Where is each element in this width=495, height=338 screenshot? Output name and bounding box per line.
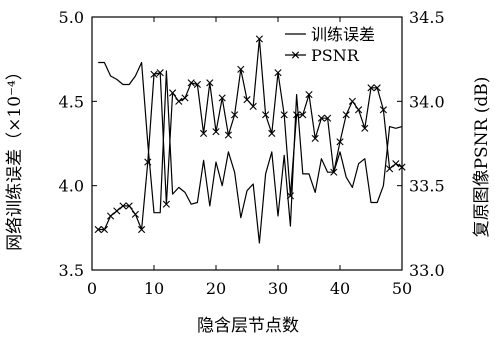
psnr-point [237, 65, 245, 73]
psnr-point [317, 114, 325, 122]
psnr-point [156, 69, 164, 77]
legend: 训练误差 PSNR [285, 25, 375, 65]
psnr-point [299, 111, 307, 119]
left-y-tick-label: 4.0 [59, 177, 84, 196]
psnr-point [274, 69, 282, 77]
x-tick-label: 0 [87, 279, 97, 298]
x-axis-label: 隐含层节点数 [197, 316, 299, 336]
psnr-point [113, 207, 121, 215]
left-y-tick-label: 5.0 [59, 8, 84, 27]
psnr-point [100, 225, 108, 234]
psnr-point [255, 35, 263, 43]
right-y-axis-label: 复原图像PSNR (dB) [472, 77, 492, 238]
right-y-tick-label: 33.0 [409, 261, 445, 280]
tick-marks [91, 16, 403, 271]
psnr-point [361, 124, 369, 132]
psnr-point [150, 70, 158, 78]
psnr-point [224, 131, 232, 139]
legend-x-marker [291, 51, 300, 59]
psnr-point [280, 111, 288, 119]
psnr-point [119, 202, 127, 210]
psnr-point [373, 84, 381, 92]
legend-label-psnr: PSNR [311, 46, 360, 65]
psnr-point [330, 168, 338, 176]
axes [91, 16, 403, 271]
psnr-point [107, 212, 115, 220]
psnr-point [293, 111, 301, 119]
psnr-point [262, 111, 270, 119]
legend-label-training-error: 训练误差 [311, 25, 375, 44]
psnr-point [181, 94, 189, 102]
psnr-point [305, 90, 313, 99]
psnr-point [175, 97, 183, 105]
psnr-markers [94, 35, 406, 234]
psnr-point [336, 138, 344, 146]
left-y-tick-label: 3.5 [59, 261, 84, 280]
psnr-point [200, 129, 208, 137]
psnr-point [379, 106, 387, 114]
x-tick-label: 50 [392, 279, 412, 298]
series-line-training-error [98, 61, 403, 244]
psnr-point [249, 102, 257, 110]
psnr-point [187, 79, 195, 87]
psnr-point [311, 134, 319, 143]
psnr-point [94, 225, 102, 234]
x-tick-label: 30 [268, 279, 288, 298]
psnr-point [268, 129, 276, 137]
psnr-point [398, 163, 406, 171]
psnr-point [162, 200, 170, 208]
legend-marker-psnr [291, 51, 300, 59]
psnr-point [386, 165, 394, 173]
left-y-tick-label: 4.5 [59, 92, 84, 111]
psnr-point [218, 94, 226, 102]
psnr-point [206, 79, 214, 87]
psnr-point [324, 114, 332, 122]
psnr-point [243, 96, 251, 104]
psnr-point [169, 89, 177, 97]
psnr-point [355, 106, 363, 114]
x-tick-label: 20 [206, 279, 226, 298]
psnr-point [342, 111, 350, 119]
psnr-point [193, 80, 201, 89]
x-tick-label: 10 [144, 279, 164, 298]
series-line-psnr [98, 38, 403, 231]
left-y-axis-label: 网络训练误差（×10⁻⁴） [5, 63, 25, 251]
psnr-point [348, 97, 356, 105]
psnr-point [392, 160, 400, 168]
psnr-point [286, 192, 294, 200]
x-tick-label: 40 [330, 279, 350, 298]
psnr-point [138, 225, 146, 234]
psnr-point [144, 158, 152, 166]
psnr-point [212, 128, 220, 136]
plot-frame [91, 16, 403, 271]
right-y-tick-label: 33.5 [409, 177, 445, 196]
series-layer [94, 35, 406, 244]
right-y-tick-label: 34.0 [409, 92, 445, 111]
psnr-point [125, 202, 133, 210]
psnr-point [131, 210, 139, 218]
tick-labels: 0 10 20 30 40 50 3.5 4.0 4.5 5.0 33.0 33.5 34.0 34.5 [59, 8, 445, 298]
psnr-point [367, 84, 375, 92]
right-y-tick-label: 34.5 [409, 8, 445, 27]
psnr-point [231, 111, 239, 119]
